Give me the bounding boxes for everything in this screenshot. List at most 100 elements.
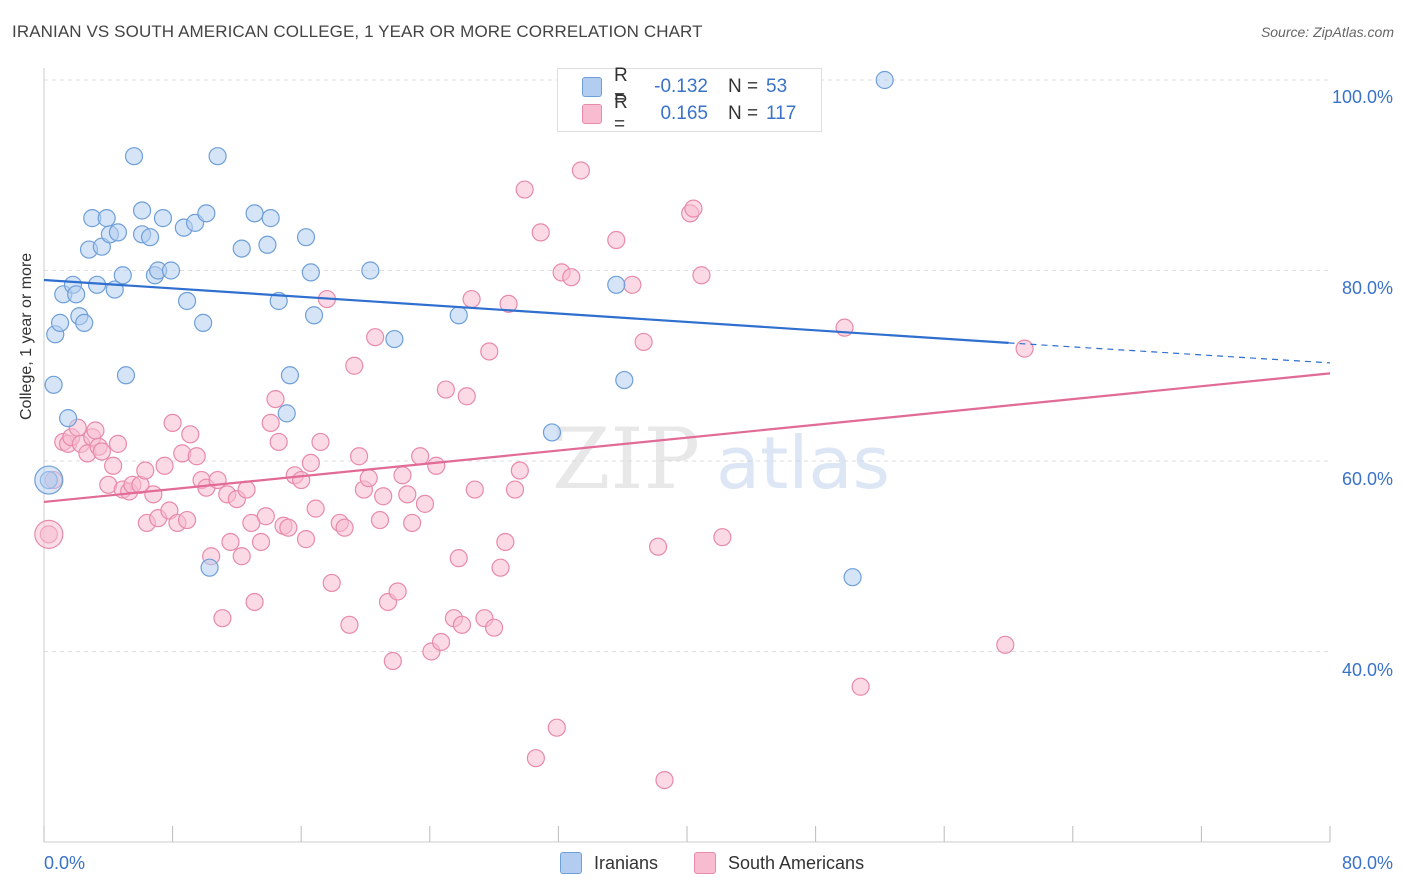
south-americans-point: [462, 289, 481, 309]
south-americans-point: [684, 199, 703, 218]
y-tick-label-80: 80.0%: [1341, 278, 1393, 298]
south-americans-point: [136, 461, 155, 480]
stats-legend-row-south-americans: R = 0.165 N = 117: [582, 92, 797, 135]
x-axis-max-label: 80.0%: [1341, 853, 1393, 873]
south-americans-point: [496, 532, 515, 552]
south-americans-point: [322, 573, 341, 593]
iranians-point: [75, 313, 94, 332]
iranians-point: [124, 147, 144, 166]
iranians-point: [261, 209, 280, 228]
legend-item-iranians[interactable]: Iranians: [560, 852, 658, 874]
south-americans-point: [449, 549, 468, 568]
south-americans-point: [269, 432, 288, 452]
iranians-point: [59, 409, 78, 428]
south-americans-point: [436, 380, 455, 399]
south-americans-point: [457, 387, 476, 406]
south-americans-point: [526, 749, 545, 768]
iranians-point: [607, 275, 626, 294]
n-value-south-americans: 117: [766, 103, 797, 124]
y-tick-label-100: 100.0%: [1331, 87, 1393, 107]
south-americans-point: [505, 480, 525, 499]
watermark-atlas: atlas: [716, 421, 890, 505]
south-americans-point: [480, 342, 499, 361]
source-credit: Source: ZipAtlas.com: [1260, 24, 1394, 40]
iranians-point: [361, 261, 380, 280]
south-americans-point: [383, 651, 402, 671]
south-americans-point: [491, 558, 510, 577]
iranians-point: [245, 204, 264, 223]
iranians-point: [843, 568, 862, 587]
iranians-point: [200, 558, 219, 577]
legend-item-south-americans[interactable]: South Americans: [694, 852, 864, 874]
south-americans-point: [306, 499, 325, 518]
south-americans-swatch: [582, 104, 602, 124]
south-americans-point: [465, 480, 484, 499]
iranians-point: [296, 228, 316, 247]
watermark-zip: ZIP: [552, 410, 700, 508]
south-americans-point: [393, 466, 412, 485]
south-americans-point: [623, 275, 642, 294]
south-americans-point: [187, 447, 206, 466]
stats-legend-row-iranians: R = -0.132 N = 53: [582, 65, 787, 108]
south-americans-point: [1015, 339, 1034, 358]
south-americans-point: [515, 180, 534, 199]
iranians-point: [108, 223, 128, 242]
series-legend: Iranians South Americans: [0, 852, 1406, 878]
r-label: R =: [614, 92, 628, 135]
iranians-trend-line: [43, 278, 1009, 344]
south-americans-point: [403, 513, 422, 533]
r-label: R =: [614, 65, 628, 108]
south-americans-point: [547, 718, 566, 737]
south-americans-point: [245, 592, 264, 612]
south-americans-legend-swatch: [694, 852, 716, 874]
iranians-point: [258, 235, 277, 254]
south-americans-point: [996, 635, 1015, 654]
iranians-point: [50, 313, 70, 332]
iranians-point: [153, 209, 173, 228]
south-americans-point: [510, 461, 529, 480]
south-americans-point-large: [34, 519, 64, 549]
south-americans-point: [366, 328, 385, 347]
south-americans-point: [634, 332, 653, 352]
south-americans-point: [692, 266, 711, 285]
iranians-point: [304, 306, 324, 325]
south-americans-point: [345, 356, 364, 375]
south-americans-point: [431, 632, 451, 652]
south-americans-point: [359, 469, 378, 488]
iranians-point: [161, 261, 181, 280]
south-americans-point: [349, 447, 369, 466]
south-americans-point: [388, 582, 407, 601]
iranians-point: [194, 313, 213, 332]
south-americans-point: [251, 532, 271, 552]
y-tick-label-40: 40.0%: [1341, 660, 1393, 680]
iranians-point: [232, 239, 251, 258]
iranians-point: [269, 291, 288, 311]
south-americans-point: [571, 161, 591, 180]
south-americans-point: [562, 268, 581, 287]
south-americans-point: [181, 425, 200, 444]
south-americans-trend-line: [43, 372, 1331, 504]
south-americans-point: [607, 230, 626, 250]
south-americans-point: [851, 677, 870, 696]
south-americans-point: [261, 413, 280, 432]
n-label: N =: [728, 76, 759, 97]
iranians-point: [44, 375, 63, 394]
south-americans-point: [292, 470, 311, 490]
south-americans-point: [398, 485, 417, 504]
iranians-point: [875, 70, 894, 90]
iranians-legend-swatch: [560, 852, 582, 874]
iranians-point: [113, 266, 132, 285]
south-americans-point: [311, 432, 330, 452]
south-americans-point: [499, 294, 518, 313]
iranians-point: [449, 306, 468, 325]
iranians-point: [177, 291, 197, 311]
chart-title: IRANIAN VS SOUTH AMERICAN COLLEGE, 1 YEA…: [12, 22, 703, 41]
south-americans-point: [296, 530, 316, 549]
south-americans-point: [104, 456, 123, 475]
south-americans-point: [144, 485, 163, 504]
south-americans-point: [340, 615, 359, 634]
south-americans-point: [86, 421, 105, 440]
south-americans-point: [485, 618, 504, 637]
south-americans-point: [279, 518, 298, 537]
